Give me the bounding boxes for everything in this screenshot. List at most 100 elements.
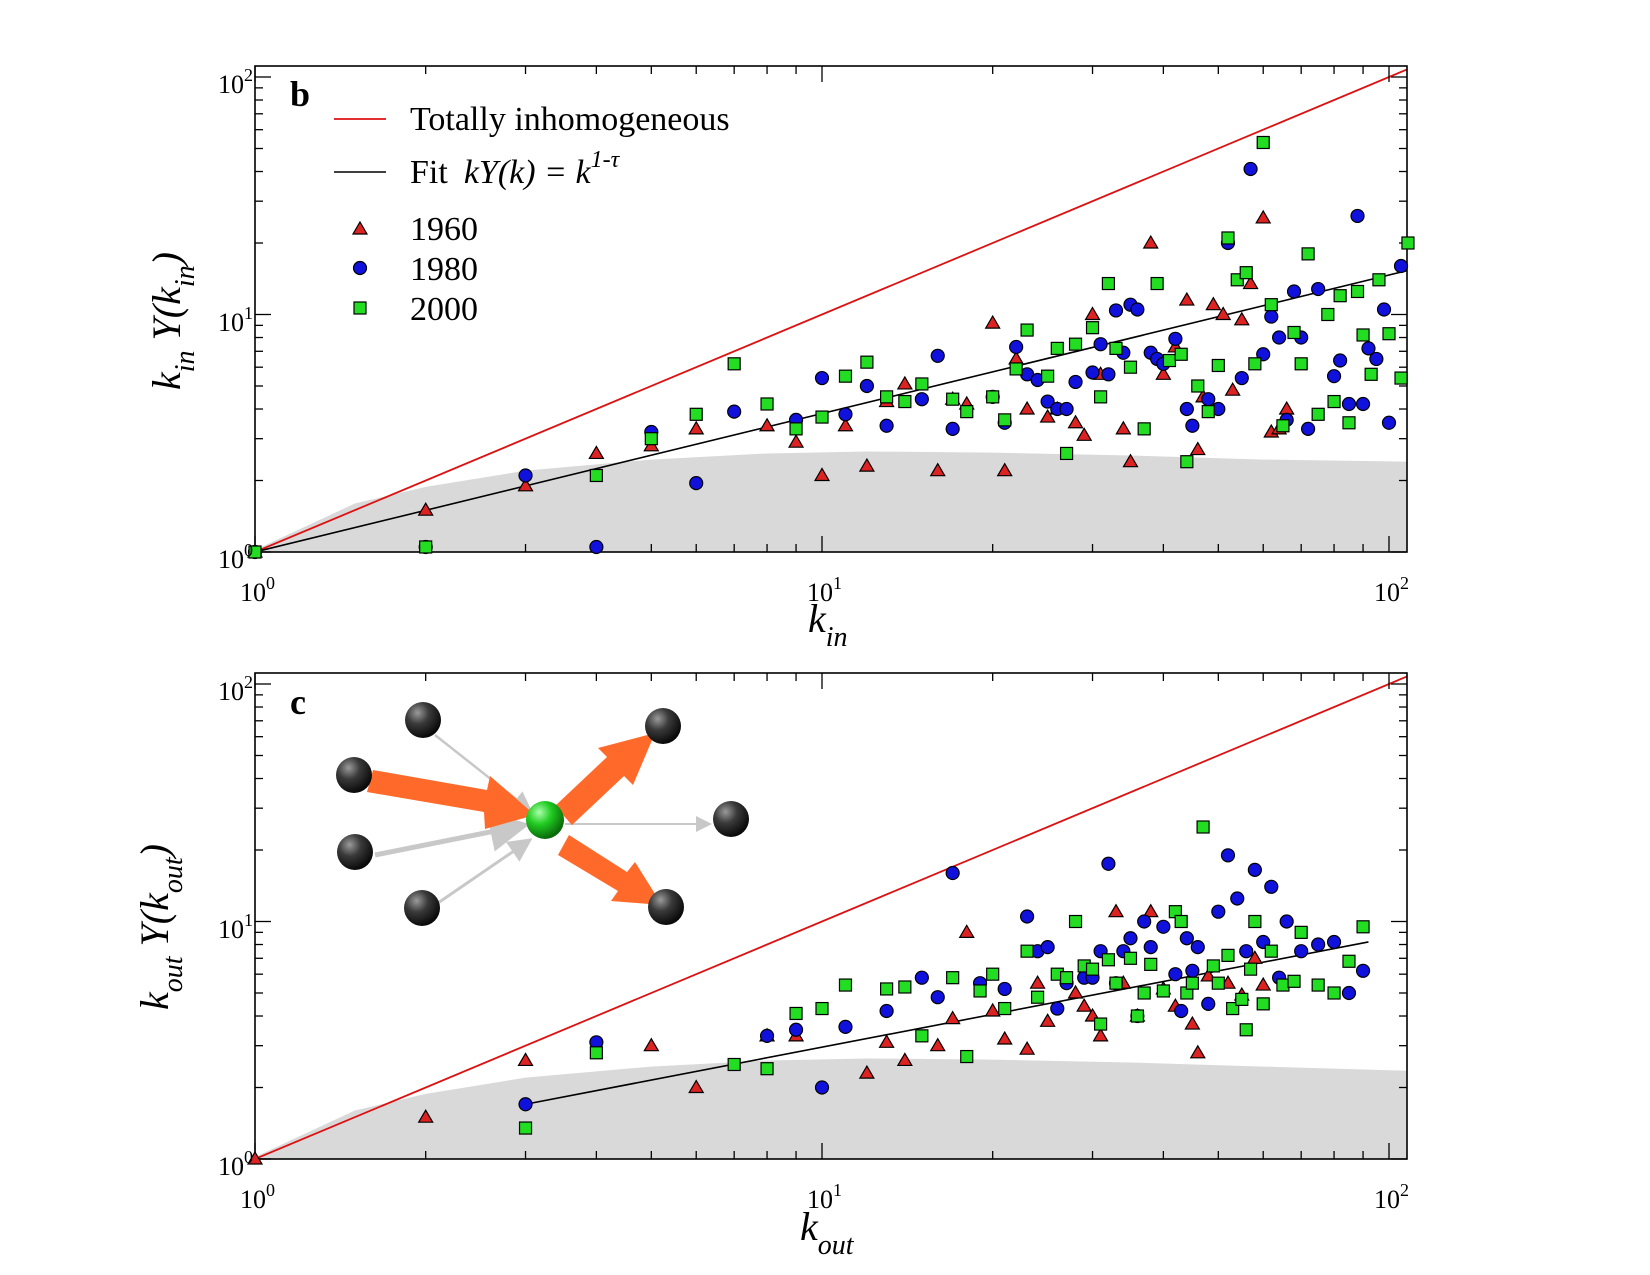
data-point-1960 bbox=[588, 445, 605, 460]
data-point-2000 bbox=[1174, 914, 1188, 929]
data-point-1960 bbox=[944, 1010, 961, 1025]
data-point-1960 bbox=[929, 462, 946, 477]
data-point-1960 bbox=[1255, 976, 1272, 991]
data-point-1980 bbox=[1068, 374, 1083, 390]
data-point-2000 bbox=[1311, 978, 1325, 992]
totally-inhomogeneous-line bbox=[255, 675, 1407, 1159]
data-point-1980 bbox=[1201, 996, 1216, 1011]
data-point-2000 bbox=[1301, 247, 1315, 261]
data-point-2000 bbox=[1174, 347, 1188, 361]
data-point-2000 bbox=[1144, 957, 1158, 971]
data-point-1980 bbox=[1101, 367, 1116, 382]
plot-frame bbox=[254, 672, 1408, 1160]
data-point-1980 bbox=[689, 476, 704, 491]
data-point-2000 bbox=[1050, 341, 1064, 355]
data-point-1960 bbox=[246, 1150, 264, 1165]
data-point-2000 bbox=[1248, 357, 1262, 371]
data-point-2000 bbox=[1123, 951, 1138, 965]
data-point-2000 bbox=[1243, 962, 1258, 976]
legend-marker bbox=[351, 220, 369, 235]
data-point-2000 bbox=[1221, 231, 1235, 245]
data-point-1980 bbox=[1311, 281, 1326, 297]
data-point-2000 bbox=[1364, 367, 1378, 381]
data-point-1980 bbox=[1179, 401, 1194, 417]
data-point-2000 bbox=[589, 1046, 603, 1060]
data-point-1980 bbox=[1286, 284, 1302, 299]
data-point-2000 bbox=[1156, 984, 1170, 998]
data-point-1960 bbox=[1178, 291, 1195, 306]
data-point-2000 bbox=[915, 1029, 929, 1043]
data-point-2000 bbox=[789, 422, 803, 436]
legend-label-2000: 2000 bbox=[410, 291, 478, 328]
data-point-1980 bbox=[727, 404, 742, 419]
data-point-2000 bbox=[1350, 284, 1365, 299]
data-point-1980 bbox=[859, 378, 874, 394]
data-point-2000 bbox=[789, 1006, 803, 1021]
data-point-2000 bbox=[1162, 353, 1177, 368]
data-point-1980 bbox=[1168, 331, 1183, 346]
data-point-2000 bbox=[727, 1057, 741, 1072]
data-point-2000 bbox=[1294, 357, 1308, 371]
data-point-2000 bbox=[915, 377, 929, 391]
data-point-1960 bbox=[643, 1037, 660, 1052]
data-point-2000 bbox=[1321, 307, 1335, 322]
data-point-1980 bbox=[838, 407, 853, 422]
data-point-2000 bbox=[880, 390, 894, 404]
data-point-1980 bbox=[914, 392, 929, 407]
data-point-1960 bbox=[837, 417, 854, 432]
weak-edge-arrow bbox=[374, 812, 530, 858]
data-point-1980 bbox=[1272, 330, 1287, 345]
legend-label-1960: 1960 bbox=[410, 211, 478, 248]
data-point-1980 bbox=[1350, 208, 1365, 224]
data-point-2000 bbox=[1020, 944, 1034, 958]
network-inset bbox=[336, 702, 749, 926]
data-point-2000 bbox=[1101, 276, 1116, 291]
data-point-1980 bbox=[1009, 339, 1024, 355]
data-point-2000 bbox=[1180, 455, 1194, 469]
data-point-2000 bbox=[248, 545, 262, 559]
data-point-2000 bbox=[1185, 976, 1199, 990]
data-point-2000 bbox=[973, 984, 987, 998]
data-point-2000 bbox=[1085, 962, 1100, 976]
data-point-2000 bbox=[1109, 976, 1123, 990]
data-point-1960 bbox=[1155, 366, 1172, 380]
data-point-1980 bbox=[1108, 303, 1124, 318]
data-point-1980 bbox=[1341, 985, 1357, 1001]
data-point-2000 bbox=[760, 1062, 774, 1076]
data-point-1980 bbox=[1264, 309, 1279, 324]
data-point-2000 bbox=[518, 1121, 533, 1135]
data-point-1980 bbox=[1326, 369, 1342, 384]
data-point-1980 bbox=[1294, 944, 1309, 959]
data-point-2000 bbox=[1221, 948, 1235, 962]
data-point-1960 bbox=[1067, 414, 1084, 429]
data-point-1980 bbox=[1361, 341, 1376, 356]
data-point-2000 bbox=[644, 432, 658, 446]
data-point-1980 bbox=[1393, 258, 1409, 274]
data-point-2000 bbox=[898, 394, 912, 409]
data-point-2000 bbox=[1068, 337, 1083, 351]
data-point-2000 bbox=[998, 1001, 1012, 1016]
data-point-2000 bbox=[1256, 135, 1270, 150]
data-point-1980 bbox=[1179, 931, 1194, 946]
data-point-1960 bbox=[858, 457, 875, 472]
legend-label-fit: Fit kY(k) = k1-τ bbox=[410, 147, 621, 191]
data-point-1980 bbox=[1123, 931, 1138, 946]
data-point-2000 bbox=[689, 407, 703, 421]
data-point-1960 bbox=[958, 924, 975, 938]
data-point-2000 bbox=[1264, 298, 1278, 312]
data-point-2000 bbox=[1101, 953, 1116, 967]
data-point-1980 bbox=[1143, 940, 1158, 955]
data-point-1960 bbox=[1122, 453, 1139, 468]
data-point-2000 bbox=[1239, 266, 1253, 280]
data-point-1980 bbox=[1190, 940, 1205, 955]
data-point-1960 bbox=[996, 462, 1013, 477]
data-point-1960 bbox=[878, 1034, 895, 1048]
data-point-2000 bbox=[838, 978, 853, 992]
data-point-1960 bbox=[1107, 903, 1125, 918]
data-point-2000 bbox=[1382, 327, 1396, 341]
data-point-2000 bbox=[1020, 323, 1034, 337]
data-point-1980 bbox=[1156, 919, 1171, 934]
data-point-1980 bbox=[914, 970, 929, 985]
panel-letter-c: c bbox=[290, 682, 306, 722]
data-point-1960 bbox=[1076, 427, 1093, 441]
